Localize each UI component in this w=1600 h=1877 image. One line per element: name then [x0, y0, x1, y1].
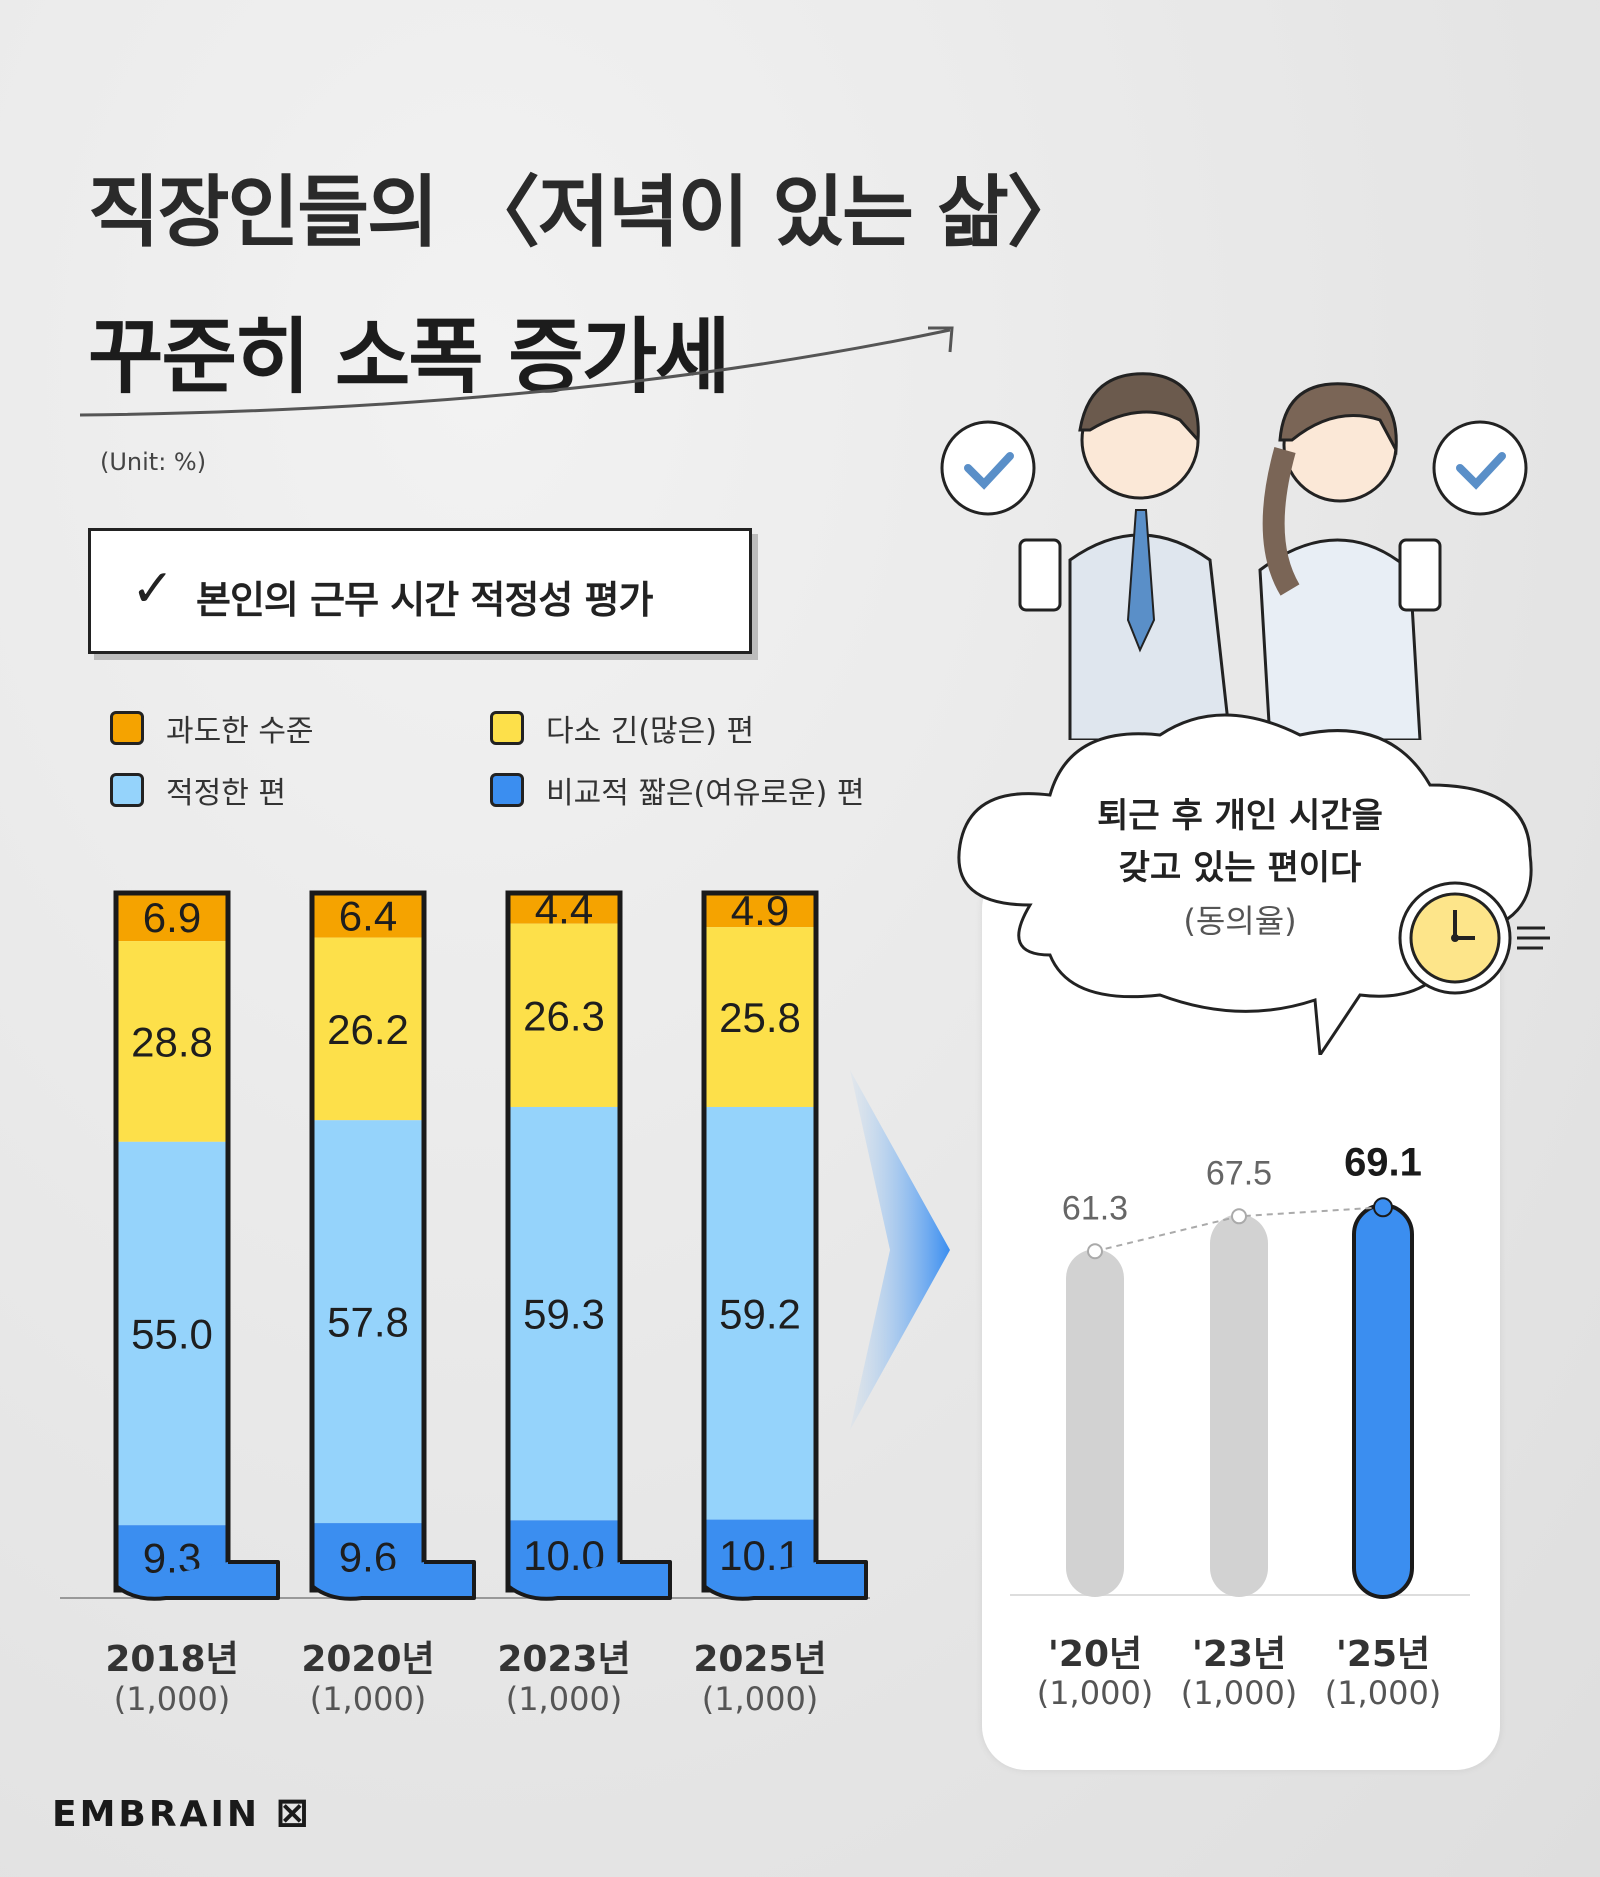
transition-arrow [850, 1070, 950, 1430]
x-label: 2020년 [301, 1639, 435, 1680]
trend-point [1231, 1208, 1247, 1225]
chat-bubble-icon [940, 420, 1036, 516]
x-label: 2018년 [105, 1639, 239, 1680]
brand-name: EMBRAIN [52, 1794, 260, 1835]
brand-logo: EMBRAIN ⊠ [52, 1790, 312, 1836]
title-line-1: 직장인들의 〈저녁이 있는 삶〉 [88, 168, 1085, 258]
stacked-bar-chart: 6.928.855.09.36.426.257.89.64.426.359.31… [60, 885, 870, 1601]
title-underline-arrow [79, 326, 954, 417]
data-label: 25.8 [719, 994, 801, 1041]
section-header: ✓ 본인의 근무 시간 적정성 평가 [88, 528, 752, 654]
title-line-2: 꾸준히 소폭 증가세 [88, 310, 731, 405]
x-sublabel: (1,000) [1036, 1674, 1154, 1712]
unit-label: (Unit: %) [100, 448, 207, 476]
data-label: 61.3 [1062, 1189, 1128, 1227]
legend-item-long: 다소 긴(많은) 편 [490, 706, 754, 750]
bar-curl [310, 1560, 476, 1601]
bar [1352, 1203, 1414, 1599]
bar-segment [312, 893, 424, 938]
brand-mark-icon: ⊠ [275, 1790, 313, 1836]
data-label: 6.4 [339, 892, 397, 939]
data-label: 57.8 [327, 1299, 409, 1346]
bar-curl [114, 1560, 280, 1601]
trend-point [1087, 1243, 1103, 1260]
cloud-line-1: 퇴근 후 개인 시간을 [1097, 796, 1383, 836]
x-label: 2023년 [497, 1639, 631, 1680]
speech-cloud [957, 713, 1533, 1055]
bar-segment [312, 937, 424, 1121]
bar-segment [116, 893, 228, 942]
section-label: 본인의 근무 시간 적정성 평가 [196, 578, 653, 622]
bar-segment [312, 1120, 424, 1524]
cloud-text: 퇴근 후 개인 시간을 갖고 있는 편이다 [1040, 790, 1440, 894]
bar-segment [704, 1106, 816, 1520]
data-label: 59.3 [523, 1291, 605, 1338]
x-sublabel: (1,000) [701, 1680, 819, 1718]
x-label: 2025년 [693, 1639, 827, 1680]
bar-segment [704, 893, 816, 928]
legend-swatch [490, 773, 524, 807]
bar-segment [508, 1106, 620, 1521]
legend-swatch [110, 773, 144, 807]
legend-label: 적정한 편 [166, 776, 286, 811]
data-label: 26.3 [523, 992, 605, 1039]
x-sublabel: (1,000) [309, 1680, 427, 1718]
data-label: 69.1 [1344, 1140, 1422, 1184]
bar-segment [508, 923, 620, 1107]
legend-label: 다소 긴(많은) 편 [546, 714, 755, 749]
data-label: 28.8 [131, 1018, 213, 1065]
legend-label: 과도한 수준 [166, 714, 314, 749]
legend-item-short: 비교적 짧은(여유로운) 편 [490, 768, 864, 812]
data-label: 6.9 [143, 894, 201, 941]
x-sublabel: (1,000) [1180, 1674, 1298, 1712]
agreement-bar-chart: 61.3 67.5 69.1 [1010, 1140, 1470, 1599]
bar-curl [506, 1560, 672, 1601]
x-label: '25년 [1335, 1634, 1431, 1675]
x-label: '23년 [1191, 1634, 1287, 1675]
cloud-line-2: 갖고 있는 편이다 [1118, 848, 1362, 888]
legend-label: 비교적 짧은(여유로운) 편 [546, 776, 865, 811]
x-sublabel: (1,000) [113, 1680, 231, 1718]
clock-icon [1398, 881, 1550, 995]
legend-item-excessive: 과도한 수준 [110, 706, 314, 750]
data-label: 59.2 [719, 1290, 801, 1337]
data-label: 26.2 [327, 1006, 409, 1053]
bar [1066, 1249, 1124, 1597]
legend-swatch [110, 711, 144, 745]
trend-point [1373, 1197, 1393, 1218]
legend-item-appropriate: 적정한 편 [110, 768, 286, 812]
x-sublabel: (1,000) [1324, 1674, 1442, 1712]
office-workers-illustration [940, 372, 1528, 740]
data-label: 67.5 [1206, 1154, 1272, 1192]
bar [1210, 1214, 1268, 1597]
x-sublabel: (1,000) [505, 1680, 623, 1718]
data-label: 55.0 [131, 1311, 213, 1358]
check-icon: ✓ [131, 559, 175, 619]
legend-swatch [490, 711, 524, 745]
bar-segment [704, 927, 816, 1107]
bar-segment [116, 941, 228, 1142]
bar-segment [508, 893, 620, 924]
bar-segment [116, 1141, 228, 1526]
x-label: '20년 [1047, 1634, 1143, 1675]
cloud-subtext: (동의율) [1183, 902, 1297, 940]
bar-curl [702, 1560, 868, 1601]
